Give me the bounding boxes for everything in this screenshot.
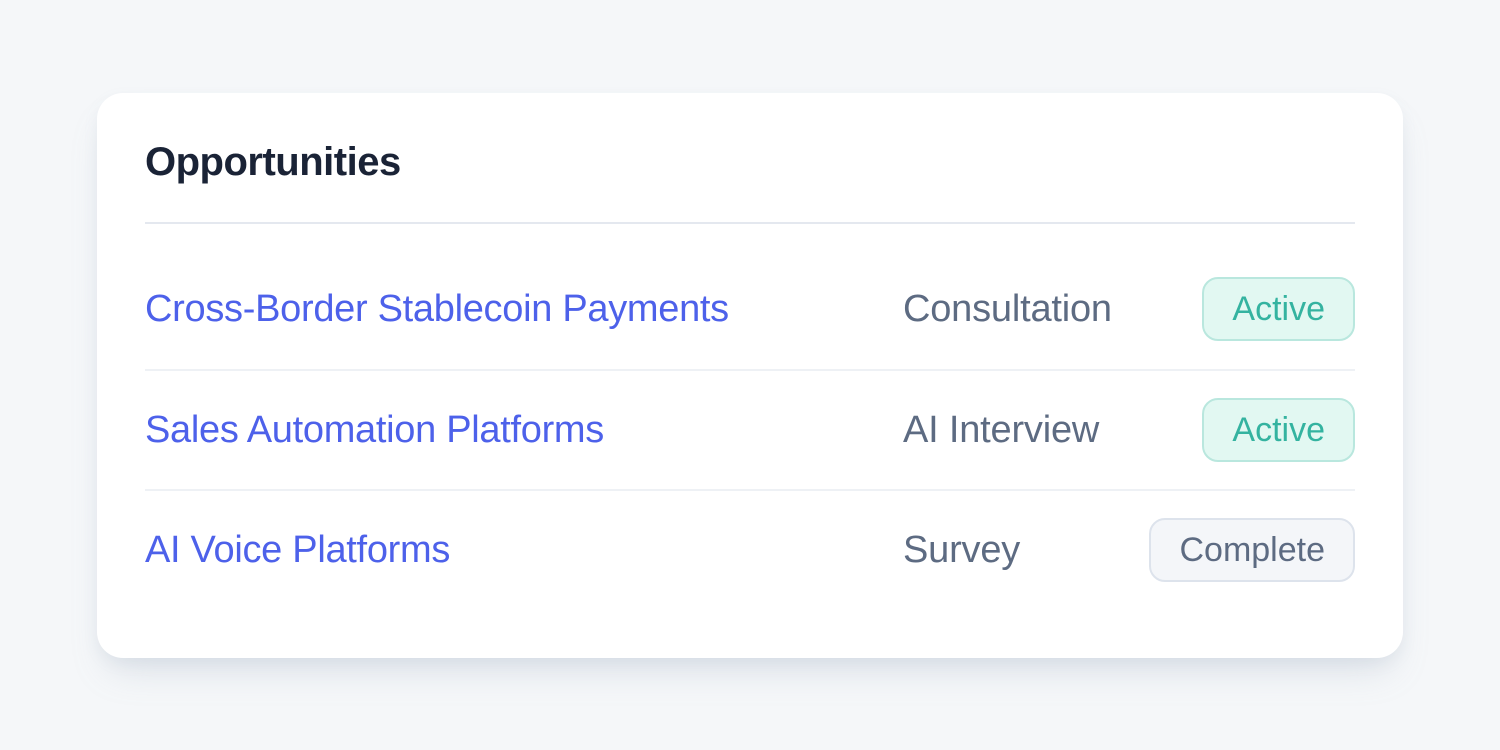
opportunities-list: Cross-Border Stablecoin Payments Consult…: [145, 249, 1355, 609]
header-divider: [145, 222, 1355, 224]
opportunity-row: AI Voice Platforms Survey Complete: [145, 489, 1355, 609]
status-badge: Active: [1202, 398, 1355, 462]
opportunity-type-label: AI Interview: [903, 408, 1100, 451]
opportunity-type-label: Survey: [903, 528, 1021, 571]
opportunities-card: Opportunities Cross-Border Stablecoin Pa…: [97, 93, 1403, 658]
opportunity-row: Cross-Border Stablecoin Payments Consult…: [145, 249, 1355, 369]
opportunity-link[interactable]: Sales Automation Platforms: [145, 408, 604, 451]
opportunity-link[interactable]: AI Voice Platforms: [145, 528, 451, 571]
status-badge: Active: [1202, 277, 1355, 341]
opportunity-link[interactable]: Cross-Border Stablecoin Payments: [145, 287, 729, 330]
opportunity-type-label: Consultation: [903, 287, 1112, 330]
status-badge: Complete: [1149, 518, 1355, 582]
opportunity-row: Sales Automation Platforms AI Interview …: [145, 369, 1355, 489]
card-title: Opportunities: [145, 140, 401, 184]
